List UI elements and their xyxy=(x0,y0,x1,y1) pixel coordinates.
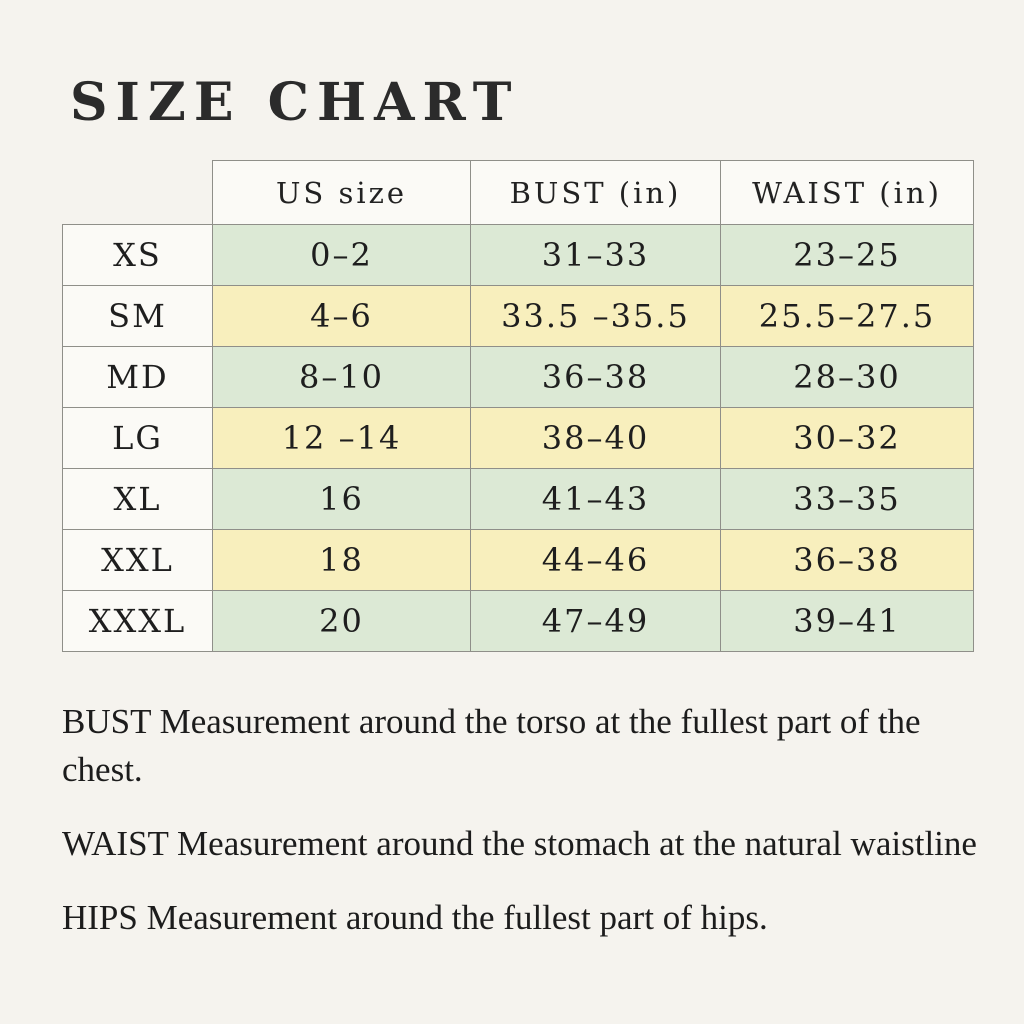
us-size-cell: 20 xyxy=(212,590,471,652)
bust-cell: 47–49 xyxy=(470,590,721,652)
us-size-cell: 4–6 xyxy=(212,285,471,347)
header-row: US size BUST (in) WAIST (in) xyxy=(63,160,974,225)
hips-note: HIPS Measurement around the fullest part… xyxy=(62,898,768,937)
corner-spacer xyxy=(63,161,213,225)
bust-cell: 44–46 xyxy=(470,529,721,591)
bust-cell: 33.5 –35.5 xyxy=(470,285,721,347)
waist-cell: 39–41 xyxy=(720,590,974,652)
table-row-sm: SM 4–6 33.5 –35.5 25.5–27.5 xyxy=(62,285,974,347)
bust-note: BUST Measurement around the torso at the… xyxy=(62,702,921,789)
size-label-cell: MD xyxy=(62,346,213,408)
size-label-cell: SM xyxy=(62,285,213,347)
waist-note: WAIST Measurement around the stomach at … xyxy=(62,824,977,863)
waist-cell: 25.5–27.5 xyxy=(720,285,974,347)
table-row-xxl: XXL 18 44–46 36–38 xyxy=(62,529,974,591)
us-size-cell: 0–2 xyxy=(212,224,471,286)
waist-cell: 36–38 xyxy=(720,529,974,591)
us-size-cell: 12 –14 xyxy=(212,407,471,469)
bust-cell: 38–40 xyxy=(470,407,721,469)
column-header-us-size: US size xyxy=(212,160,471,225)
bust-cell: 31–33 xyxy=(470,224,721,286)
us-size-cell: 8–10 xyxy=(212,346,471,408)
waist-cell: 30–32 xyxy=(720,407,974,469)
bust-cell: 41–43 xyxy=(470,468,721,530)
size-chart-table: US size BUST (in) WAIST (in) XS 0–2 31–3… xyxy=(62,160,974,652)
size-label-cell: LG xyxy=(62,407,213,469)
size-label-cell: XXXL xyxy=(62,590,213,652)
bust-cell: 36–38 xyxy=(470,346,721,408)
size-label-cell: XXL xyxy=(62,529,213,591)
table-row-xxxl: XXXL 20 47–49 39–41 xyxy=(62,590,974,652)
us-size-cell: 18 xyxy=(212,529,471,591)
column-header-bust: BUST (in) xyxy=(470,160,721,225)
waist-cell: 28–30 xyxy=(720,346,974,408)
waist-cell: 23–25 xyxy=(720,224,974,286)
table-row-xl: XL 16 41–43 33–35 xyxy=(62,468,974,530)
size-label-cell: XS xyxy=(62,224,213,286)
waist-cell: 33–35 xyxy=(720,468,974,530)
measurement-notes: BUST Measurement around the torso at the… xyxy=(62,698,1000,968)
table-row-lg: LG 12 –14 38–40 30–32 xyxy=(62,407,974,469)
table-row-xs: XS 0–2 31–33 23–25 xyxy=(62,224,974,286)
column-header-waist: WAIST (in) xyxy=(720,160,974,225)
page-title: SIZE CHART xyxy=(70,72,520,133)
us-size-cell: 16 xyxy=(212,468,471,530)
size-label-cell: XL xyxy=(62,468,213,530)
table-row-md: MD 8–10 36–38 28–30 xyxy=(62,346,974,408)
